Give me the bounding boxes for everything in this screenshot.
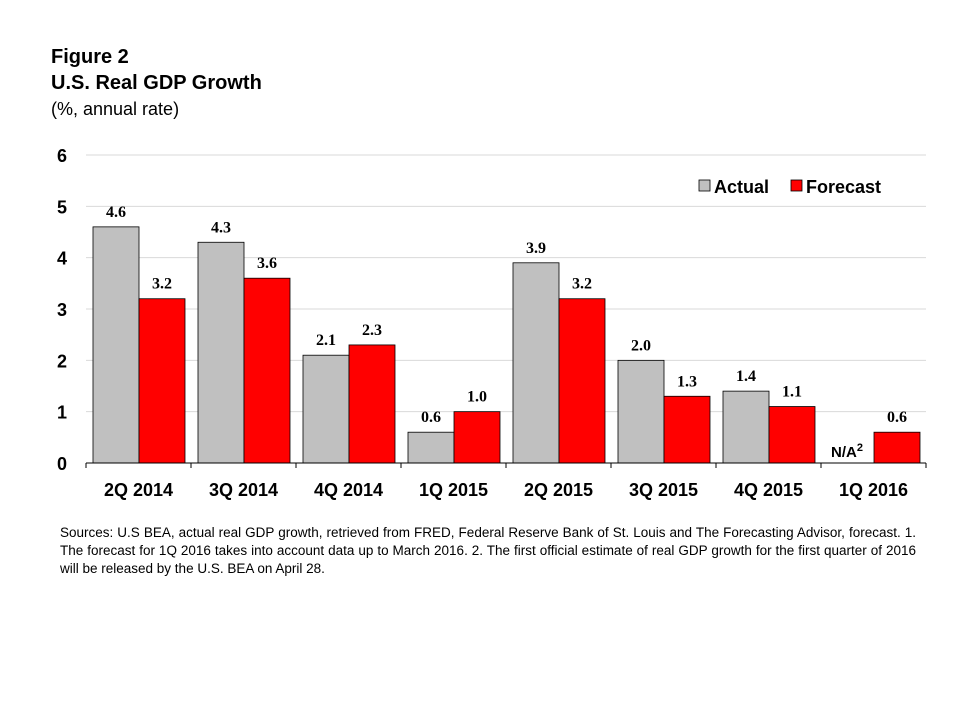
x-tick-label: 4Q 2015	[734, 480, 803, 500]
actual-bar	[197, 241, 245, 464]
forecast-value-label: 1.3	[677, 373, 697, 390]
actual-bar	[512, 262, 560, 464]
x-tick-label: 3Q 2014	[209, 480, 278, 500]
legend-label-actual: Actual	[714, 177, 769, 197]
legend: Actual Forecast	[698, 177, 881, 197]
x-tick-label: 2Q 2015	[524, 480, 593, 500]
actual-value-label: 0.6	[421, 409, 441, 426]
x-tick-label: 4Q 2014	[314, 480, 383, 500]
chart-title: U.S. Real GDP Growth	[51, 72, 262, 94]
forecast-value-label: 3.2	[152, 276, 172, 293]
x-tick-label: 3Q 2015	[629, 480, 698, 500]
forecast-bar	[873, 431, 921, 464]
y-tick-label: 0	[57, 454, 67, 474]
data-labels: 4.6 3.2 4.3 3.6 2.1 2.3 0.6 1.0 3.9 3.2 2.0 1.3 1.4 1…	[106, 204, 907, 461]
actual-value-label: 4.6	[106, 204, 126, 221]
y-tick-label: 4	[57, 249, 67, 269]
y-tick-label: 2	[57, 351, 67, 371]
forecast-value-label: 3.2	[572, 276, 592, 293]
actual-bar	[722, 390, 770, 464]
forecast-value-label: 2.3	[362, 322, 382, 339]
y-tick-label: 6	[57, 146, 67, 166]
actual-bar	[302, 354, 350, 464]
x-tick-label: 1Q 2015	[419, 480, 488, 500]
y-tick-label: 1	[57, 403, 67, 423]
y-axis-ticks: 0 1 2 3 4 5 6	[57, 146, 67, 474]
forecast-bar	[348, 344, 396, 464]
chart-subtitle: (%, annual rate)	[51, 99, 180, 119]
footnote-superscript: 2	[857, 442, 863, 454]
actual-bar	[617, 359, 665, 464]
na-label: N/A2	[831, 442, 863, 461]
forecast-bar	[453, 411, 501, 464]
actual-bar	[92, 226, 140, 464]
x-axis-tick-labels: 2Q 2014 3Q 2014 4Q 2014 1Q 2015 2Q 2015 3Q 20…	[104, 480, 908, 500]
forecast-value-label: 1.0	[467, 389, 487, 406]
forecast-value-label: 1.1	[782, 384, 802, 401]
legend-label-forecast: Forecast	[806, 177, 881, 197]
actual-value-label: 2.1	[316, 332, 336, 349]
actual-value-label: 4.3	[211, 219, 231, 236]
figure-number: Figure 2	[51, 46, 129, 68]
forecast-value-label: 0.6	[887, 409, 907, 426]
legend-swatch-actual	[698, 179, 711, 192]
forecast-bar	[558, 298, 606, 464]
forecast-bar	[663, 395, 711, 464]
x-axis	[85, 462, 927, 468]
bars	[92, 226, 921, 464]
forecast-bar	[243, 277, 291, 464]
x-tick-label: 1Q 2016	[839, 480, 908, 500]
source-footnote: Sources: U.S BEA, actual real GDP growth…	[60, 525, 916, 576]
y-tick-label: 3	[57, 300, 67, 320]
actual-value-label: 2.0	[631, 337, 651, 354]
actual-value-label: 3.9	[526, 240, 546, 257]
forecast-value-label: 3.6	[257, 255, 277, 272]
actual-bar	[407, 431, 455, 464]
forecast-bar	[768, 406, 816, 464]
y-tick-label: 5	[57, 197, 67, 217]
legend-swatch-forecast	[790, 179, 803, 192]
forecast-bar	[138, 298, 186, 464]
x-tick-label: 2Q 2014	[104, 480, 173, 500]
actual-value-label: 1.4	[736, 368, 756, 385]
